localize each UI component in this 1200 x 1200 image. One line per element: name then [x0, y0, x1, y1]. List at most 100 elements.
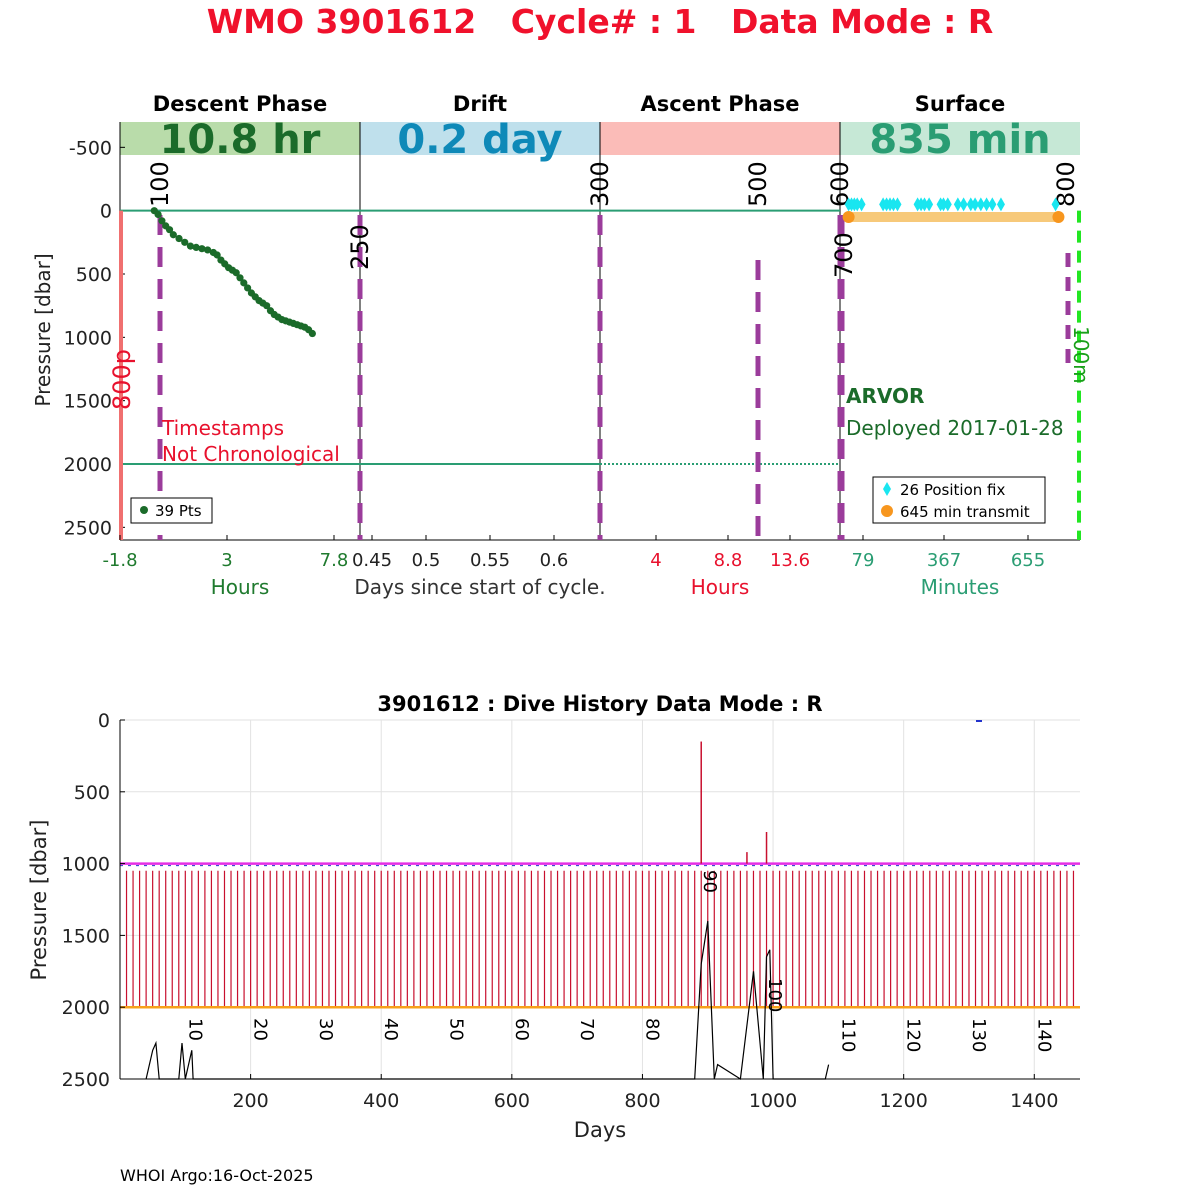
x-tick-label: 1200: [879, 1090, 927, 1112]
float-model: ARVOR: [846, 384, 924, 408]
descent-point: [186, 242, 195, 250]
footer-credit: WHOI Argo:16-Oct-2025: [120, 1166, 314, 1185]
descent-point: [240, 279, 248, 287]
x-axis-label: Days: [574, 1118, 626, 1142]
position-fix-point: [971, 197, 980, 212]
y-tick-label: 1000: [62, 854, 110, 876]
surface-legend-box: [872, 476, 1046, 524]
x-tick-label: -1.8: [102, 550, 137, 571]
x-axis-unit-label: Minutes: [921, 575, 1000, 599]
warning-line-1: Timestamps: [161, 416, 284, 440]
descent-point: [198, 245, 206, 253]
y-tick-label: -500: [69, 137, 112, 159]
x-tick-label: 367: [927, 550, 961, 571]
marker-label: 700: [830, 232, 858, 278]
x-tick-label: 7.8: [320, 550, 349, 571]
position-fix-point: [1051, 197, 1060, 212]
cycle-number-label: 50: [446, 1018, 467, 1041]
phase-band: [120, 122, 360, 155]
descent-point: [204, 246, 212, 254]
phase-duration: 10.8 hr: [160, 117, 321, 163]
surface-legend-transmit-marker: [881, 505, 893, 517]
y-axis-label: Pressure [dbar]: [31, 253, 55, 406]
x-tick-label: 1000: [749, 1090, 797, 1112]
transmit-point: [842, 211, 855, 223]
x-tick-label: 0.55: [470, 550, 510, 571]
cycle-number-label: 120: [903, 1018, 924, 1052]
marker-label: 300: [586, 161, 614, 207]
surface-legend-fix-marker: [883, 482, 891, 496]
position-fix-point: [939, 197, 948, 212]
x-tick-label: 79: [852, 550, 875, 571]
phase-title: Surface: [915, 92, 1005, 116]
position-fix-point: [996, 197, 1005, 212]
position-fix-point: [925, 197, 934, 212]
x-tick-label: 4: [650, 550, 661, 571]
top-blue-mark: [976, 720, 982, 722]
cycle-number-label: 40: [380, 1018, 401, 1041]
x-tick-label: 800: [624, 1090, 660, 1112]
y-tick-label: 2500: [62, 1069, 110, 1091]
phase-title: Ascent Phase: [641, 92, 800, 116]
cycle-number-label: 70: [576, 1018, 597, 1041]
right-green-label: 100m: [1069, 326, 1093, 384]
position-fix-point: [943, 197, 952, 212]
surface-legend-transmit-label: 645 min transmit: [900, 503, 1030, 521]
descent-point: [169, 231, 177, 239]
phase-duration: 0.2 day: [397, 117, 562, 163]
float-deploy-date: Deployed 2017-01-28: [846, 416, 1064, 440]
x-axis-unit-label: Hours: [691, 575, 750, 599]
y-tick-label: 1500: [62, 925, 110, 947]
position-fix-point: [988, 197, 997, 212]
cycle-number-label: 30: [315, 1018, 336, 1041]
cycle-number-label: 20: [250, 1018, 271, 1041]
position-fix-point: [976, 197, 985, 212]
position-fix-point: [853, 197, 862, 212]
x-axis-unit-label: Days since start of cycle.: [354, 575, 605, 599]
cycle-number-label: 110: [837, 1018, 858, 1052]
descent-point: [308, 329, 316, 338]
x-tick-label: 400: [363, 1090, 399, 1112]
cycle-number-label: 80: [641, 1018, 662, 1041]
x-tick-label: 3: [221, 550, 232, 571]
position-fix-point: [966, 197, 975, 212]
y-tick-label: 2000: [62, 997, 110, 1019]
position-fix-point: [889, 197, 898, 212]
dive-history-title: 3901612 : Dive History Data Mode : R: [377, 692, 822, 716]
x-tick-label: 8.8: [714, 550, 743, 571]
phase-title: Drift: [453, 92, 507, 116]
y-tick-label: 0: [100, 201, 112, 223]
cycle-number-label: 140: [1033, 1018, 1054, 1052]
x-axis-unit-label: Hours: [211, 575, 270, 599]
y-tick-label: 0: [98, 710, 110, 732]
page-title: WMO 3901612 Cycle# : 1 Data Mode : R: [206, 2, 994, 41]
cycle-number-label: 90: [699, 870, 720, 893]
descent-point: [263, 302, 271, 310]
x-tick-label: 0.5: [412, 550, 441, 571]
position-fix-point: [920, 197, 929, 212]
phase-title: Descent Phase: [153, 92, 327, 116]
warning-line-2: Not Chronological: [162, 442, 340, 466]
position-fix-point: [893, 197, 902, 212]
descent-point: [175, 234, 183, 243]
cycle-number-label: 100: [764, 978, 785, 1012]
phase-duration: 835 min: [869, 117, 1050, 163]
descent-point: [213, 251, 221, 259]
phase-band: [600, 122, 840, 155]
y-tick-label: 2500: [64, 517, 112, 539]
y-tick-label: 2000: [64, 454, 112, 476]
descent-point: [236, 274, 244, 282]
cycle-number-label: 130: [968, 1018, 989, 1052]
descent-point: [232, 269, 240, 277]
y-tick-label: 500: [76, 264, 112, 286]
position-fix-point: [959, 197, 968, 212]
position-fix-point: [982, 197, 991, 212]
x-tick-label: 0.6: [540, 550, 569, 571]
descent-point: [244, 284, 252, 292]
left-red-label: 800p: [108, 349, 136, 410]
x-tick-label: 655: [1011, 550, 1045, 571]
position-fix-point: [953, 197, 962, 212]
marker-label: 100: [146, 161, 174, 207]
y-tick-label: 1500: [64, 391, 112, 413]
